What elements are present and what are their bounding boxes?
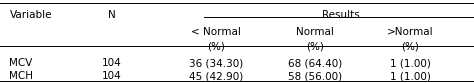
- Text: 104: 104: [101, 58, 121, 68]
- Text: (%): (%): [306, 42, 324, 51]
- Text: 1 (1.00): 1 (1.00): [390, 71, 430, 81]
- Text: 1 (1.00): 1 (1.00): [390, 58, 430, 68]
- Text: MCV: MCV: [9, 58, 33, 68]
- Text: N: N: [108, 10, 115, 20]
- Text: Normal: Normal: [296, 27, 334, 37]
- Text: >Normal: >Normal: [387, 27, 433, 37]
- Text: Results: Results: [322, 10, 360, 20]
- Text: 58 (56.00): 58 (56.00): [288, 71, 342, 81]
- Text: 45 (42.90): 45 (42.90): [189, 71, 243, 81]
- Text: < Normal: < Normal: [191, 27, 241, 37]
- Text: (%): (%): [207, 42, 225, 51]
- Text: 104: 104: [101, 71, 121, 81]
- Text: (%): (%): [401, 42, 419, 51]
- Text: MCH: MCH: [9, 71, 34, 81]
- Text: Variable: Variable: [9, 10, 52, 20]
- Text: 36 (34.30): 36 (34.30): [189, 58, 243, 68]
- Text: 68 (64.40): 68 (64.40): [288, 58, 342, 68]
